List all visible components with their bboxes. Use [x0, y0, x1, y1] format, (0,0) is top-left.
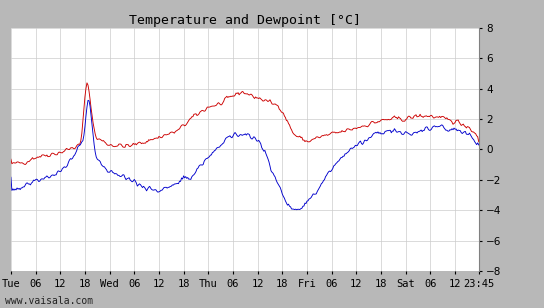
Text: www.vaisala.com: www.vaisala.com — [5, 297, 94, 306]
Title: Temperature and Dewpoint [°C]: Temperature and Dewpoint [°C] — [129, 14, 361, 26]
